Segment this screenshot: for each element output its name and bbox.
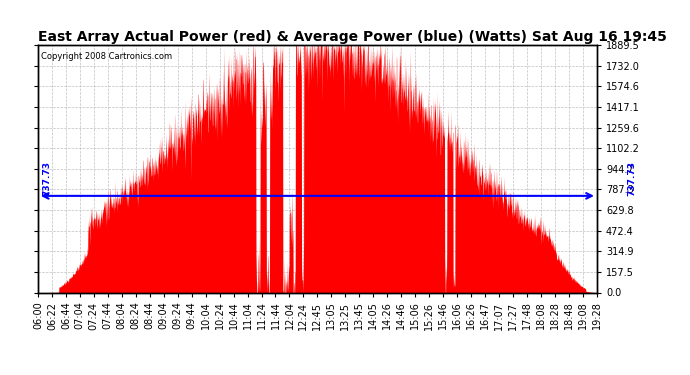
- Text: East Array Actual Power (red) & Average Power (blue) (Watts) Sat Aug 16 19:45: East Array Actual Power (red) & Average …: [38, 30, 667, 44]
- Text: 737.73: 737.73: [628, 161, 637, 196]
- Text: Copyright 2008 Cartronics.com: Copyright 2008 Cartronics.com: [41, 53, 172, 62]
- Text: 737.73: 737.73: [42, 161, 51, 196]
